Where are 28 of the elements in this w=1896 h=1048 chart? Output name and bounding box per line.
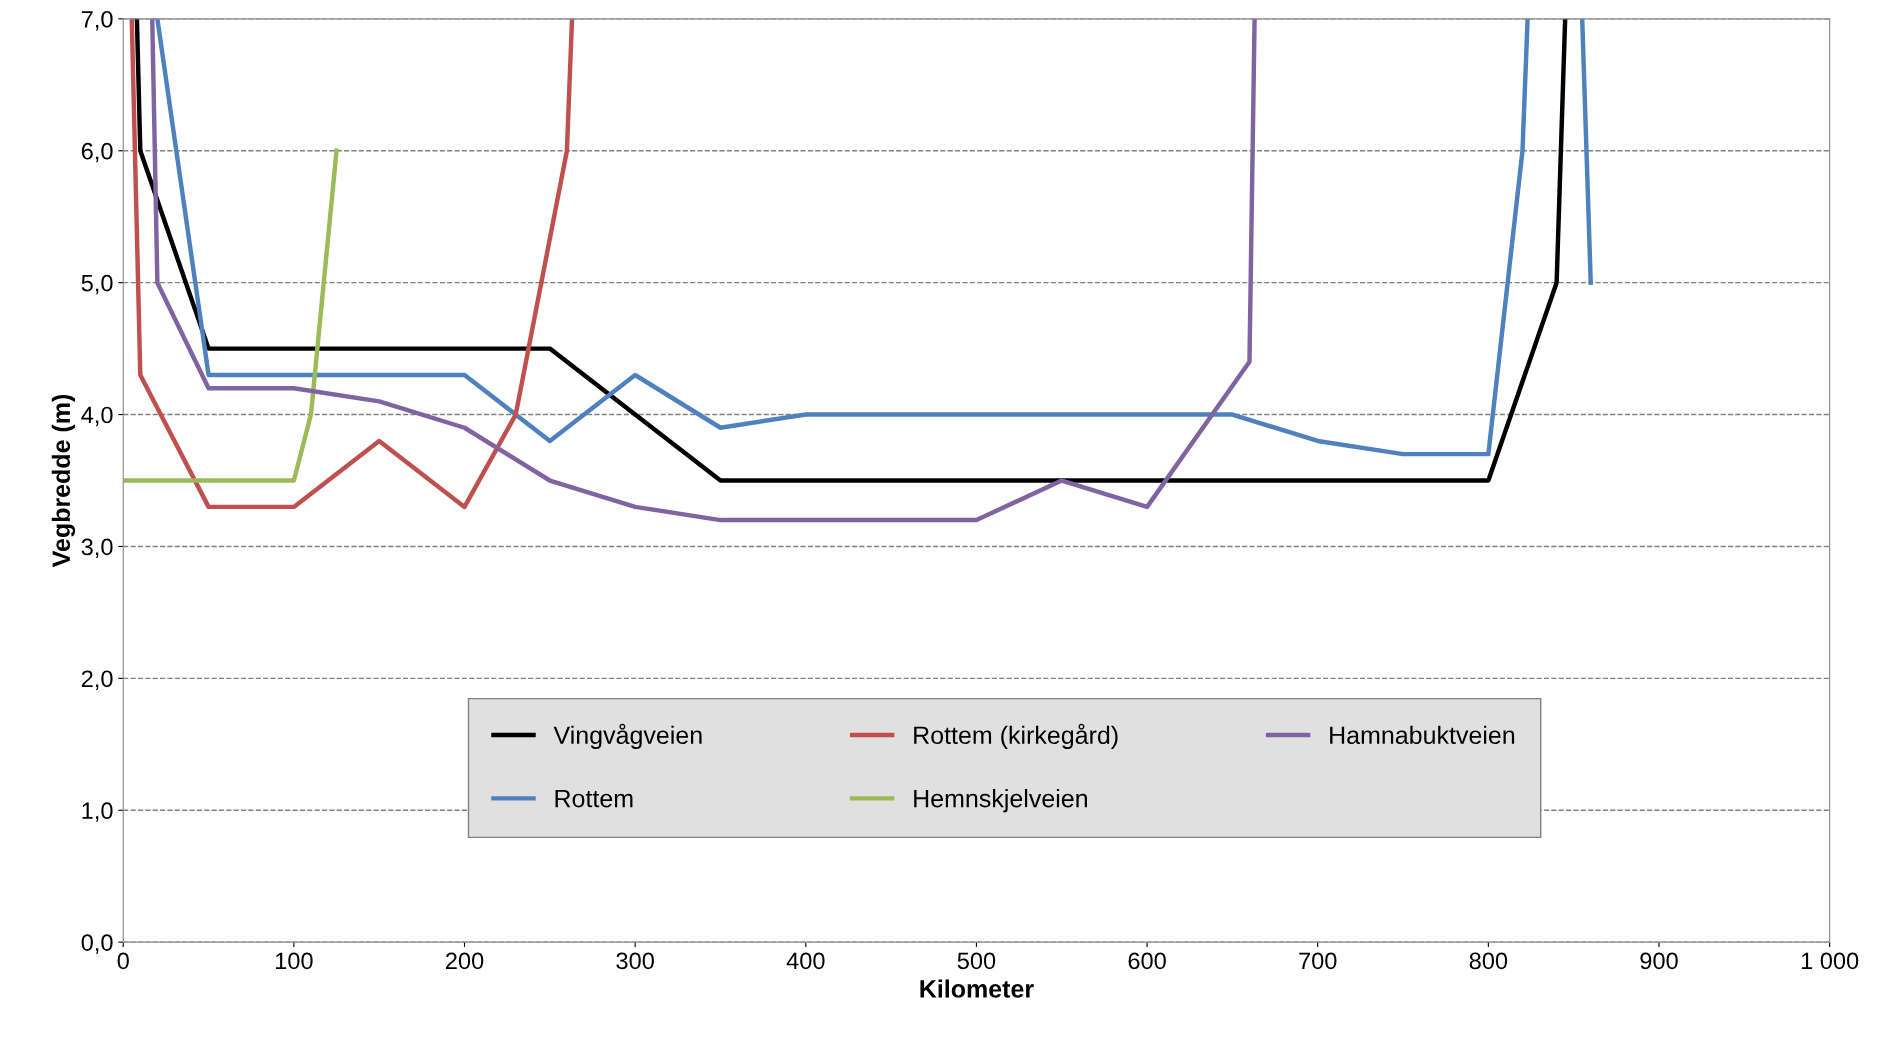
y-tick-label: 6,0 [81,142,113,163]
y-tick-label: 5,0 [81,274,113,295]
y-tick-label: 7,0 [81,10,113,31]
y-axis-title: Vegbredde (m) [51,394,76,568]
line-series [129,18,575,510]
x-tick-label: 1 000 [1801,952,1859,970]
legend-label: Hamnabuktveien [1330,725,1515,745]
x-tick-label: 100 [275,952,313,970]
y-tick-label: 0,0 [81,934,113,954]
y-tick-label: 4,0 [81,406,113,427]
x-tick-label: 700 [1299,952,1337,970]
x-tick-label: 800 [1469,952,1508,970]
legend-label: Rottem (kirkegård) [914,723,1118,750]
x-tick-label: 600 [1128,952,1166,970]
legend-label: Vingvågveien [553,723,702,750]
y-tick-label: 1,0 [82,802,113,822]
y-tick-label: 2,0 [81,670,113,690]
x-tick-label: 400 [786,952,825,970]
line-series [150,18,1257,523]
legend-label: Rottem [555,789,633,808]
x-tick-label: 0 [117,952,129,970]
y-tick-label: 3,0 [81,538,113,559]
x-tick-label: 500 [957,952,996,970]
x-tick-label: 900 [1640,952,1678,970]
x-axis-title: Kilometer [920,979,1034,998]
legend-label: Hemnskjelveien [914,789,1087,813]
x-tick-label: 300 [616,952,654,970]
x-tick-label: 200 [446,952,484,970]
